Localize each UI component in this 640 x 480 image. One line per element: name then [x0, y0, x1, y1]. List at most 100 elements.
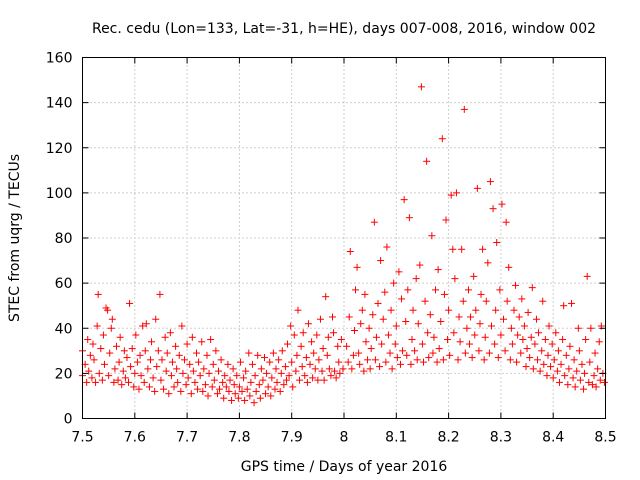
data-point: [199, 387, 207, 395]
data-point: [272, 365, 280, 373]
data-point: [233, 372, 241, 380]
data-point: [505, 263, 513, 271]
data-point: [132, 331, 140, 339]
data-point: [358, 306, 366, 314]
data-point: [97, 345, 105, 353]
data-point: [309, 374, 317, 382]
data-point: [591, 349, 599, 357]
data-point: [439, 356, 447, 364]
data-point: [498, 200, 506, 208]
data-point: [170, 383, 178, 391]
data-point: [276, 387, 284, 395]
data-point: [386, 349, 394, 357]
data-point: [278, 347, 286, 355]
data-point: [133, 358, 141, 366]
data-point: [585, 378, 593, 386]
data-point: [528, 284, 536, 292]
data-point: [99, 331, 107, 339]
data-point: [92, 378, 100, 386]
data-point: [246, 392, 254, 400]
data-point: [88, 374, 96, 382]
data-point: [320, 376, 328, 384]
data-point: [191, 378, 199, 386]
data-point: [127, 363, 135, 371]
x-axis-label: GPS time / Days of year 2016: [241, 459, 448, 475]
data-point: [95, 369, 103, 377]
data-point: [411, 347, 419, 355]
data-point: [222, 383, 230, 391]
data-point: [569, 374, 577, 382]
data-point: [284, 340, 292, 348]
data-point: [407, 360, 415, 368]
data-point: [473, 184, 481, 192]
data-point: [259, 376, 267, 384]
data-point: [496, 286, 504, 294]
data-point: [492, 306, 500, 314]
data-point: [335, 358, 343, 366]
data-point: [377, 257, 385, 265]
data-point: [460, 105, 468, 113]
data-point: [417, 83, 425, 91]
x-tick-label: 7.5: [71, 430, 93, 446]
data-point: [261, 354, 269, 362]
data-point: [426, 311, 434, 319]
data-point: [343, 342, 351, 350]
data-point: [372, 333, 380, 341]
data-point: [502, 218, 510, 226]
data-point: [254, 351, 262, 359]
data-point: [189, 367, 197, 375]
data-point: [84, 336, 92, 344]
data-point: [156, 290, 164, 298]
data-point: [403, 351, 411, 359]
data-point: [442, 216, 450, 224]
x-tick-label: 7.7: [176, 430, 198, 446]
data-point: [146, 356, 154, 364]
data-point: [596, 376, 604, 384]
data-point: [595, 338, 603, 346]
data-point: [445, 306, 453, 314]
data-point: [381, 288, 389, 296]
data-point: [251, 372, 259, 380]
data-point: [408, 336, 416, 344]
data-point: [336, 369, 344, 377]
data-point: [517, 349, 525, 357]
y-tick-label: 100: [46, 186, 73, 202]
data-point: [323, 351, 331, 359]
data-point: [167, 372, 175, 380]
data-point: [135, 385, 143, 393]
data-point: [494, 354, 502, 362]
data-point: [94, 290, 102, 298]
data-point: [288, 358, 296, 366]
x-tick-label: 7.8: [228, 430, 250, 446]
data-point: [267, 392, 275, 400]
data-point: [123, 354, 131, 362]
data-point: [554, 347, 562, 355]
data-point: [325, 365, 333, 373]
data-point: [404, 286, 412, 294]
data-point: [367, 345, 375, 353]
x-tick-label: 8.2: [437, 430, 459, 446]
data-point: [510, 306, 518, 314]
data-point: [434, 266, 442, 274]
data-point: [366, 365, 374, 373]
data-point: [348, 365, 356, 373]
data-point: [429, 349, 437, 357]
data-point: [247, 378, 255, 386]
data-point: [229, 365, 237, 373]
data-point: [125, 378, 133, 386]
data-point: [560, 302, 568, 310]
data-point: [463, 324, 471, 332]
data-point: [447, 191, 455, 199]
data-point: [390, 279, 398, 287]
data-point: [160, 385, 168, 393]
data-point: [303, 378, 311, 386]
data-point: [302, 354, 310, 362]
data-point: [423, 157, 431, 165]
data-point: [314, 376, 322, 384]
data-point: [515, 313, 523, 321]
data-point: [506, 356, 514, 364]
data-point: [332, 374, 340, 382]
data-point: [83, 378, 91, 386]
data-point: [209, 360, 217, 368]
